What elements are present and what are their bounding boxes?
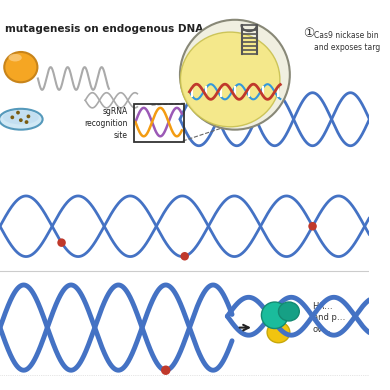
Ellipse shape xyxy=(3,110,39,124)
Circle shape xyxy=(16,111,20,115)
Text: ①: ① xyxy=(303,27,314,40)
Ellipse shape xyxy=(278,302,299,321)
Ellipse shape xyxy=(261,302,288,328)
Circle shape xyxy=(57,238,66,247)
Text: Cas9 nickase bin: Cas9 nickase bin xyxy=(314,31,379,40)
Circle shape xyxy=(180,20,290,129)
Text: and exposes targ: and exposes targ xyxy=(314,43,381,51)
Text: HA…: HA… xyxy=(312,302,333,311)
Circle shape xyxy=(27,115,30,118)
Circle shape xyxy=(308,222,317,230)
Circle shape xyxy=(161,365,170,375)
Ellipse shape xyxy=(267,322,290,343)
Text: mutagenesis on endogenous DNA: mutagenesis on endogenous DNA xyxy=(5,23,203,34)
Ellipse shape xyxy=(9,54,22,62)
Ellipse shape xyxy=(4,52,37,82)
Circle shape xyxy=(19,118,23,122)
Text: and p…: and p… xyxy=(312,314,345,323)
Ellipse shape xyxy=(0,109,43,129)
Circle shape xyxy=(11,115,14,119)
Text: sgRNA
recognition
site: sgRNA recognition site xyxy=(85,107,128,140)
Ellipse shape xyxy=(181,32,280,127)
Text: ov…: ov… xyxy=(312,325,331,334)
Circle shape xyxy=(181,252,189,261)
Circle shape xyxy=(25,120,28,124)
